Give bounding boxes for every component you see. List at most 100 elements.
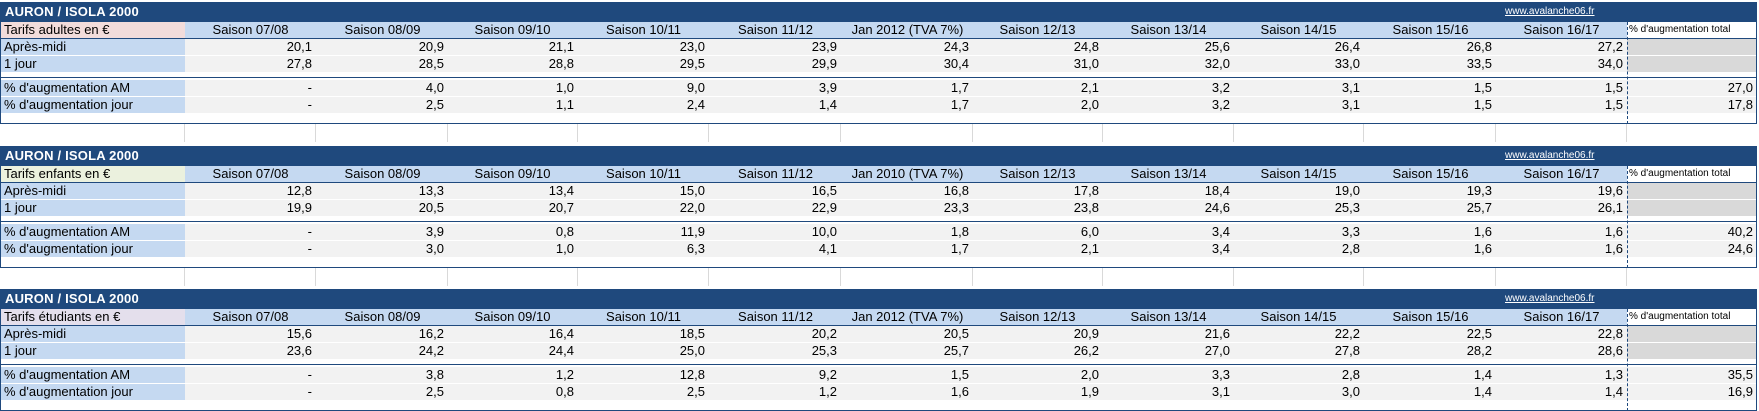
value-cell: 3,0 (425, 241, 444, 256)
empty-cell (317, 124, 448, 142)
value-cell: 25,3 (1334, 200, 1360, 215)
value-cell: 25,6 (1204, 39, 1230, 54)
value-cell: 33,0 (1334, 56, 1360, 71)
value-cell: 4,1 (818, 241, 837, 256)
total-increase-cell (1627, 200, 1757, 216)
value-cell: 24,2 (418, 343, 444, 358)
value-cell: 28,8 (548, 56, 574, 71)
spacer-row (0, 268, 1757, 286)
price-row: 1 jour 23,6 24,2 24,4 25,0 25,3 25,7 26,2 27,0 27… (0, 343, 1757, 359)
value-cell: 22,5 (1466, 326, 1492, 341)
empty-cell (0, 268, 185, 286)
increase-row: % d'augmentation jour - 2,5 1,1 2,4 1,4 1,7 2,0… (0, 97, 1757, 113)
column-header: Saison 12/13 (999, 22, 1076, 37)
value-cell: 30,4 (943, 56, 969, 71)
price-table-2: AURON / ISOLA 2000 www.avalanche06.fr Tari… (0, 144, 1757, 286)
total-increase-cell (1627, 326, 1757, 342)
header-row: Tarifs étudiants en € Saison 07/08 Saison … (0, 309, 1757, 325)
empty-cell (1233, 124, 1364, 142)
empty-cell (1496, 268, 1627, 286)
value-cell: 20,9 (1073, 326, 1099, 341)
divider-line (0, 21, 1757, 22)
tariff-category-label: Tarifs enfants en € (0, 166, 185, 182)
value-cell: 20,5 (943, 326, 969, 341)
column-header: Saison 10/11 (606, 22, 681, 37)
column-header: Saison 16/17 (1523, 309, 1600, 324)
value-cell: 2,4 (686, 97, 705, 112)
column-header: Saison 09/10 (474, 22, 551, 37)
column-header: Saison 13/14 (1130, 309, 1207, 324)
value-cell: 3,1 (1211, 384, 1230, 399)
empty-cell (185, 268, 316, 286)
website-link[interactable]: www.avalanche06.fr (1505, 6, 1595, 17)
row-label: Après-midi (0, 326, 185, 342)
value-cell: 23,9 (811, 39, 837, 54)
divider-line (0, 165, 1757, 166)
column-header: Saison 08/09 (344, 309, 421, 324)
total-increase-header: % d'augmentation total (1627, 166, 1757, 182)
total-increase-cell (1627, 39, 1757, 55)
value-cell: 1,5 (950, 367, 969, 382)
value-cell: 29,9 (811, 56, 837, 71)
value-cell: 33,5 (1466, 56, 1492, 71)
value-cell: 22,2 (1334, 326, 1360, 341)
value-cell: 1,5 (1604, 80, 1623, 95)
title-bar: AURON / ISOLA 2000 www.avalanche06.fr (0, 2, 1757, 21)
column-header: Saison 09/10 (474, 166, 551, 181)
value-cell: 12,8 (679, 367, 705, 382)
website-link[interactable]: www.avalanche06.fr (1505, 150, 1595, 161)
value-cell: 29,5 (679, 56, 705, 71)
value-cell: 1,7 (950, 241, 969, 256)
value-cell: 10,0 (811, 224, 837, 239)
value-cell: 19,6 (1597, 183, 1623, 198)
price-row: 1 jour 27,8 28,5 28,8 29,5 29,9 30,4 31,0 32,0 33… (0, 56, 1757, 72)
column-header: Saison 11/12 (738, 166, 813, 181)
column-header: Saison 14/15 (1260, 166, 1337, 181)
total-increase-cell (1627, 56, 1757, 72)
value-cell: - (307, 97, 312, 112)
tariff-category-label: Tarifs étudiants en € (0, 309, 185, 325)
website-link[interactable]: www.avalanche06.fr (1505, 293, 1595, 304)
value-cell: - (307, 241, 312, 256)
column-header: Saison 07/08 (212, 309, 289, 324)
value-cell: 9,2 (818, 367, 837, 382)
empty-cell (447, 268, 578, 286)
value-cell: 24,8 (1073, 39, 1099, 54)
total-increase-cell: 35,5 (1727, 367, 1753, 382)
value-cell: 16,8 (943, 183, 969, 198)
row-label: 1 jour (0, 343, 185, 359)
row-label: % d'augmentation jour (0, 384, 185, 400)
row-label: % d'augmentation AM (0, 224, 185, 240)
value-cell: 1,6 (1604, 241, 1623, 256)
empty-cell (1365, 124, 1496, 142)
value-cell: 27,0 (1204, 343, 1230, 358)
total-increase-cell: 24,6 (1727, 241, 1753, 256)
total-increase-cell: 40,2 (1727, 224, 1753, 239)
header-row: Tarifs adultes en € Saison 07/08 Saison 08… (0, 22, 1757, 38)
value-cell: 12,8 (286, 183, 312, 198)
column-header: Saison 08/09 (344, 22, 421, 37)
table-title: AURON / ISOLA 2000 (5, 148, 139, 163)
column-header: Jan 2012 (TVA 7%) (851, 309, 964, 324)
value-cell: - (307, 80, 312, 95)
empty-cell (972, 124, 1103, 142)
divider-line (0, 364, 1757, 365)
column-header: Saison 14/15 (1260, 22, 1337, 37)
value-cell: 25,7 (1466, 200, 1492, 215)
value-cell: 22,9 (811, 200, 837, 215)
value-cell: 27,2 (1597, 39, 1623, 54)
value-cell: 3,4 (1211, 241, 1230, 256)
value-cell: 19,9 (286, 200, 312, 215)
value-cell: 28,5 (418, 56, 444, 71)
value-cell: 15,0 (679, 183, 705, 198)
value-cell: 17,8 (1073, 183, 1099, 198)
total-column-divider (1627, 309, 1628, 411)
value-cell: 3,1 (1341, 97, 1360, 112)
header-row: Tarifs enfants en € Saison 07/08 Saison 08… (0, 166, 1757, 182)
price-row: Après-midi 15,6 16,2 16,4 18,5 20,2 20,5 20,9 21… (0, 326, 1757, 342)
value-cell: 3,8 (425, 367, 444, 382)
empty-cell (1103, 124, 1234, 142)
value-cell: 23,8 (1073, 200, 1099, 215)
empty-cell (710, 124, 841, 142)
value-cell: 1,5 (1473, 80, 1492, 95)
